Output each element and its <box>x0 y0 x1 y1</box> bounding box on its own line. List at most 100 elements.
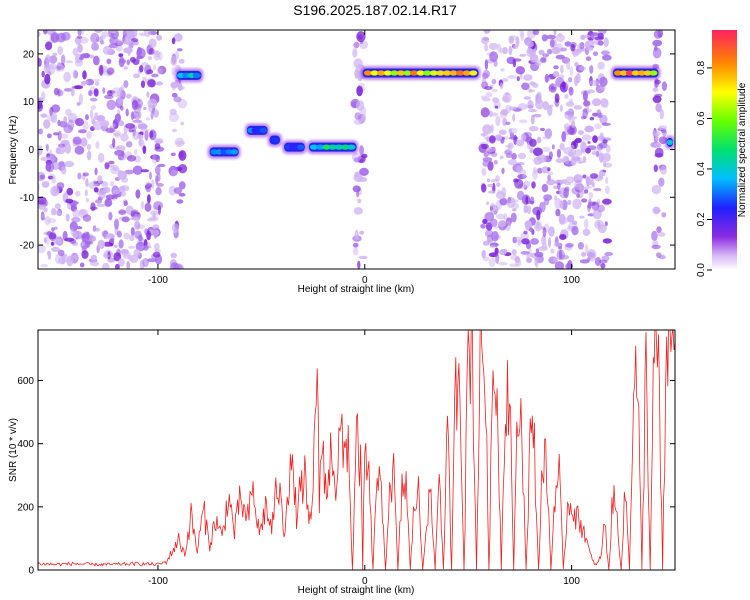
noise-blob <box>94 81 100 86</box>
noise-blob <box>45 235 50 246</box>
noise-blob <box>113 252 122 262</box>
noise-blob <box>483 132 489 140</box>
noise-blob <box>170 262 180 269</box>
noise-blob <box>651 244 661 250</box>
noise-blob <box>133 102 142 114</box>
noise-blob <box>598 259 608 264</box>
noise-blob <box>592 135 598 144</box>
noise-blob <box>525 196 529 204</box>
noise-blob <box>106 90 114 96</box>
noise-blob <box>91 118 96 125</box>
noise-blob <box>112 167 119 171</box>
snr-frame <box>37 329 676 571</box>
noise-blob <box>581 198 588 203</box>
noise-blob <box>134 148 138 155</box>
noise-blob <box>76 226 83 230</box>
noise-blob <box>575 73 581 84</box>
noise-blob <box>132 119 143 123</box>
noise-blob <box>93 180 98 184</box>
noise-blob <box>154 137 164 144</box>
noise-blob <box>156 182 164 187</box>
noise-blob <box>515 139 525 147</box>
noise-blob <box>487 190 496 194</box>
noise-blob <box>51 227 55 232</box>
noise-blob <box>599 169 604 179</box>
noise-blob <box>123 255 131 260</box>
noise-blob <box>53 185 57 196</box>
noise-blob <box>157 65 167 75</box>
colorbar-tick-label: 0.6 <box>696 111 707 125</box>
spectral-feature <box>174 68 204 83</box>
noise-blob <box>145 183 152 193</box>
noise-blob <box>494 210 498 215</box>
noise-blob <box>100 120 110 127</box>
noise-blob <box>506 147 512 153</box>
noise-blob <box>112 146 120 150</box>
noise-blob <box>362 113 367 122</box>
noise-blob <box>142 257 149 268</box>
noise-blob <box>113 39 123 43</box>
noise-blob <box>352 48 358 58</box>
noise-blob <box>118 120 125 127</box>
noise-blob <box>90 105 96 110</box>
noise-blob <box>92 55 100 66</box>
feature-core <box>423 70 432 76</box>
x-tick-label: -100 <box>148 275 168 286</box>
noise-blob <box>111 30 116 34</box>
noise-blob <box>502 92 512 103</box>
spectral-feature <box>267 132 283 147</box>
noise-blob <box>46 64 56 76</box>
feature-core <box>334 144 344 150</box>
noise-blob <box>66 255 74 267</box>
spectral-feature <box>306 140 359 155</box>
noise-blob <box>120 133 129 142</box>
feature-core <box>456 70 465 76</box>
noise-blob <box>152 212 156 221</box>
noise-blob <box>583 100 591 107</box>
noise-blob <box>50 112 58 124</box>
noise-blob <box>602 152 611 162</box>
noise-blob <box>169 112 179 123</box>
noise-blob <box>509 199 519 203</box>
noise-blob <box>491 231 499 242</box>
noise-blob <box>68 113 78 123</box>
snr-ylabel: SNR (10 * v/v) <box>8 418 19 482</box>
noise-blob <box>135 116 140 121</box>
noise-blob <box>136 46 142 57</box>
noise-blob <box>521 238 530 245</box>
noise-blob <box>496 182 501 188</box>
noise-blob <box>105 233 115 239</box>
noise-blob <box>547 48 553 55</box>
feature-core <box>297 144 305 150</box>
noise-blob <box>59 133 69 139</box>
noise-blob <box>602 54 612 61</box>
noise-blob <box>125 93 132 99</box>
noise-blob <box>528 109 537 113</box>
noise-blob <box>40 113 48 118</box>
noise-blob <box>530 114 535 125</box>
noise-blob <box>136 134 144 140</box>
noise-blob <box>134 230 142 239</box>
noise-blob <box>51 208 57 216</box>
noise-blob <box>171 66 175 76</box>
noise-blob <box>152 251 161 258</box>
noise-blob <box>80 53 91 59</box>
noise-blob <box>120 105 124 111</box>
noise-blob <box>57 143 66 148</box>
noise-blob <box>66 187 74 196</box>
noise-blob <box>108 160 115 165</box>
noise-blob <box>45 162 55 173</box>
noise-blob <box>126 260 130 269</box>
noise-blob <box>516 190 525 201</box>
noise-blob <box>359 230 365 235</box>
noise-blob <box>115 263 120 269</box>
noise-blob <box>578 66 587 71</box>
noise-blob <box>651 184 662 195</box>
noise-blob <box>130 209 140 219</box>
noise-blob <box>351 152 362 162</box>
noise-blob <box>102 262 110 269</box>
noise-blob <box>604 221 608 227</box>
noise-blob <box>175 141 186 145</box>
noise-blob <box>147 79 156 88</box>
